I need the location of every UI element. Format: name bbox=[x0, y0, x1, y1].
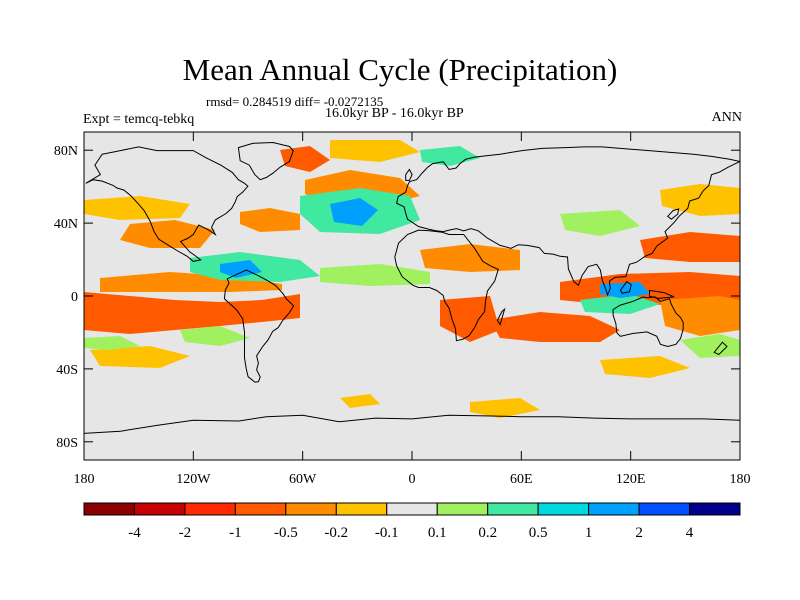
colorbar-label: 1 bbox=[585, 525, 593, 541]
colorbar-swatch bbox=[184, 502, 236, 516]
colorbar-swatch bbox=[537, 502, 590, 516]
colorbar-label: -4 bbox=[128, 525, 141, 541]
colorbar-label: 0.5 bbox=[529, 525, 548, 541]
lon-tick-label: 180 bbox=[74, 472, 95, 487]
field-blob bbox=[600, 282, 650, 298]
plot-title: Mean Annual Cycle (Precipitation) bbox=[182, 52, 618, 87]
field-blob bbox=[320, 264, 430, 286]
britain-coast bbox=[405, 168, 413, 181]
greenland-coast bbox=[237, 141, 294, 181]
plot-area bbox=[83, 131, 741, 461]
colorbar-swatch bbox=[436, 502, 489, 516]
period-label: 16.0kyr BP - 16.0kyr BP bbox=[325, 106, 464, 121]
colorbar-swatch bbox=[83, 502, 135, 516]
field-blob bbox=[660, 184, 740, 216]
field-blob bbox=[490, 312, 620, 342]
field-blob bbox=[240, 208, 300, 232]
north-america-coast bbox=[85, 146, 249, 262]
newguinea-coast bbox=[649, 289, 675, 299]
lon-tick-label: 120W bbox=[176, 472, 211, 487]
field-blob bbox=[660, 296, 740, 336]
field-blob bbox=[680, 334, 740, 358]
colorbar-label: 4 bbox=[686, 525, 694, 541]
colorbar-label: -2 bbox=[179, 525, 192, 541]
coastlines bbox=[84, 141, 740, 460]
lon-tick-label: 0 bbox=[409, 472, 416, 487]
colorbar-label: -0.2 bbox=[324, 525, 348, 541]
lon-tick-label: 60E bbox=[510, 472, 533, 487]
lat-tick-label: 0 bbox=[71, 290, 78, 305]
field-blob bbox=[84, 336, 140, 350]
lat-tick-label: 80S bbox=[56, 436, 78, 451]
field-blob bbox=[330, 140, 420, 162]
colorbar-label: 0.1 bbox=[428, 525, 447, 541]
south-america-coast bbox=[223, 269, 295, 383]
field-blob bbox=[580, 294, 660, 314]
field-blob bbox=[340, 394, 380, 408]
colorbar-label: -0.5 bbox=[274, 525, 298, 541]
newzealand-coast bbox=[713, 341, 728, 356]
lon-tick-label: 180 bbox=[730, 472, 751, 487]
borneo-coast bbox=[619, 281, 632, 294]
season-label: ANN bbox=[711, 110, 742, 125]
colorbar-swatch bbox=[234, 502, 287, 516]
lat-tick-label: 40N bbox=[54, 217, 78, 232]
stats-label: rmsd= 0.284519 diff= -0.0272135 bbox=[206, 94, 384, 109]
field-blob bbox=[330, 198, 378, 226]
field-blob bbox=[84, 196, 190, 220]
field-blob bbox=[220, 260, 262, 278]
axis-ticks: 80N 40N 0 40S 80S 180 120W 60W 0 60E 120E 180 bbox=[54, 132, 751, 487]
field-blob bbox=[120, 220, 215, 248]
lat-tick-label: 40S bbox=[56, 363, 78, 378]
lon-tick-label: 120E bbox=[616, 472, 646, 487]
japan-coast bbox=[666, 208, 680, 220]
colorbar-swatch bbox=[638, 502, 691, 516]
africa-coast bbox=[394, 229, 499, 342]
field-blob bbox=[420, 146, 480, 166]
colorbar-swatch bbox=[588, 502, 640, 516]
colorbar-swatch bbox=[335, 502, 388, 516]
colorbar-label: 2 bbox=[635, 525, 643, 541]
eurasia-coast bbox=[396, 146, 740, 297]
field-blob bbox=[470, 398, 540, 418]
antarctica-coast bbox=[84, 414, 740, 460]
lat-tick-label: 80N bbox=[54, 144, 78, 159]
field-blob bbox=[560, 210, 640, 236]
field-blob bbox=[84, 292, 300, 334]
precipitation-field bbox=[84, 140, 740, 418]
colorbar-swatch bbox=[487, 502, 539, 516]
colorbar-label: 0.2 bbox=[478, 525, 497, 541]
experiment-label: Expt = temcq-tebkq bbox=[83, 112, 195, 127]
colorbar-label: -1 bbox=[229, 525, 242, 541]
colorbar-label: -0.1 bbox=[375, 525, 399, 541]
colorbar: -4 -2 -1 -0.5 -0.2 -0.1 0.1 0.2 0.5 1 2 4 bbox=[83, 502, 741, 541]
lon-tick-label: 60W bbox=[289, 472, 317, 487]
colorbar-swatch bbox=[133, 502, 186, 516]
field-blob bbox=[90, 346, 190, 368]
australia-coast bbox=[612, 296, 684, 348]
field-blob bbox=[600, 356, 690, 378]
madagascar-coast bbox=[496, 307, 506, 326]
field-blob bbox=[180, 326, 250, 346]
colorbar-swatch bbox=[689, 502, 741, 516]
colorbar-swatch bbox=[285, 502, 337, 516]
field-blob bbox=[420, 244, 520, 272]
colorbar-swatch bbox=[386, 502, 438, 516]
